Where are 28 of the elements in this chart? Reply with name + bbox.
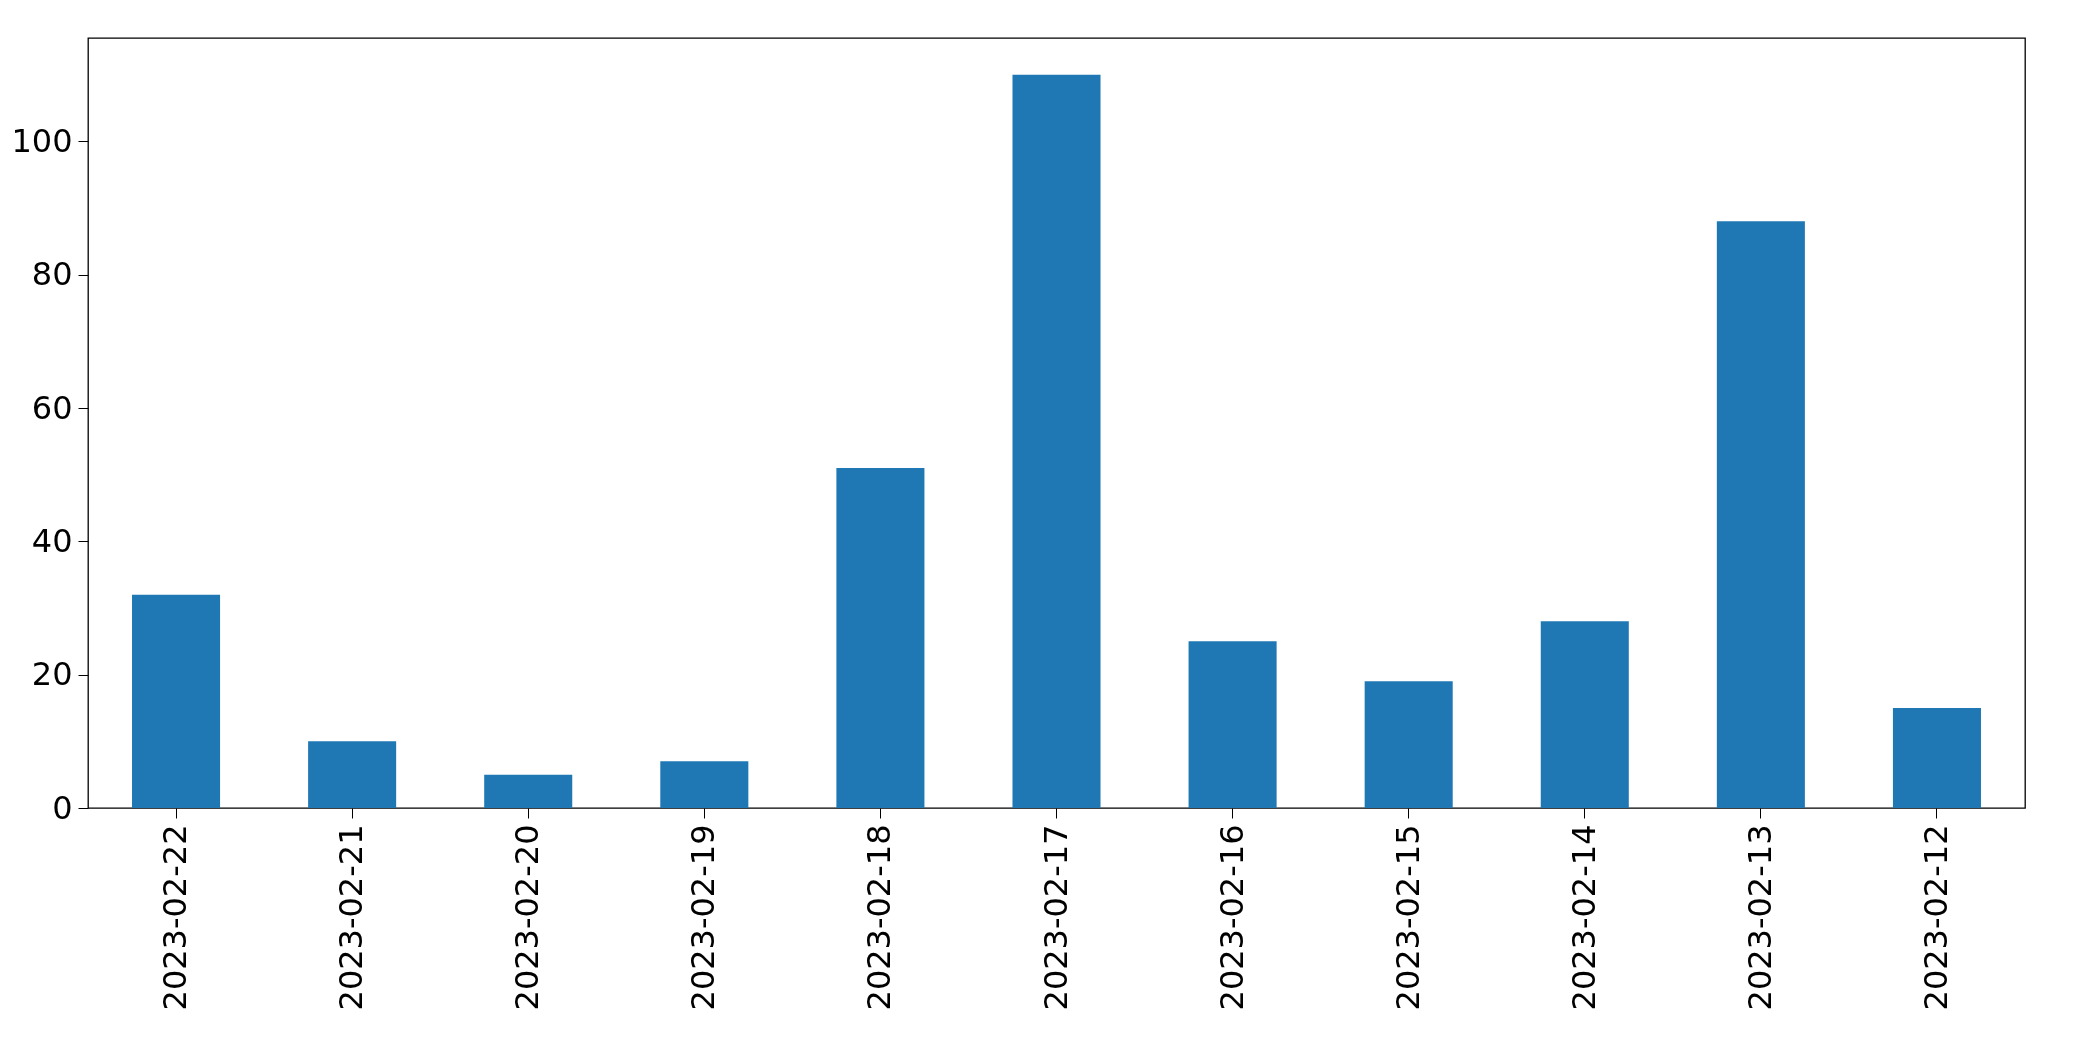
bar xyxy=(1364,681,1453,808)
y-tick-label: 80 xyxy=(31,255,73,294)
x-tick-label: 2023-02-21 xyxy=(332,824,371,1011)
x-tick-label: 2023-02-19 xyxy=(684,824,723,1011)
x-tick-label: 2023-02-16 xyxy=(1212,824,1251,1011)
bar xyxy=(1716,221,1805,808)
x-tick-label: 2023-02-22 xyxy=(156,824,195,1011)
x-tick-label: 2023-02-17 xyxy=(1036,824,1075,1011)
x-tick-label: 2023-02-13 xyxy=(1740,824,1779,1011)
bar xyxy=(836,468,925,808)
x-tick-label: 2023-02-12 xyxy=(1916,824,1955,1011)
bar xyxy=(484,774,573,808)
bar xyxy=(308,741,397,808)
y-tick-label: 0 xyxy=(52,788,73,827)
x-tick-label: 2023-02-18 xyxy=(860,824,899,1011)
y-tick-label: 40 xyxy=(31,521,73,560)
y-tick-label: 60 xyxy=(31,388,73,427)
bar xyxy=(132,594,221,808)
x-tick-label: 2023-02-15 xyxy=(1388,824,1427,1011)
y-tick-label: 20 xyxy=(31,655,73,694)
y-tick-label: 100 xyxy=(11,121,73,160)
bar xyxy=(1540,621,1629,808)
bar xyxy=(660,761,749,808)
bar xyxy=(1012,74,1101,808)
x-tick-label: 2023-02-14 xyxy=(1564,824,1603,1011)
bar xyxy=(1892,708,1981,808)
x-tick-label: 2023-02-20 xyxy=(508,824,547,1011)
bar xyxy=(1188,641,1277,808)
